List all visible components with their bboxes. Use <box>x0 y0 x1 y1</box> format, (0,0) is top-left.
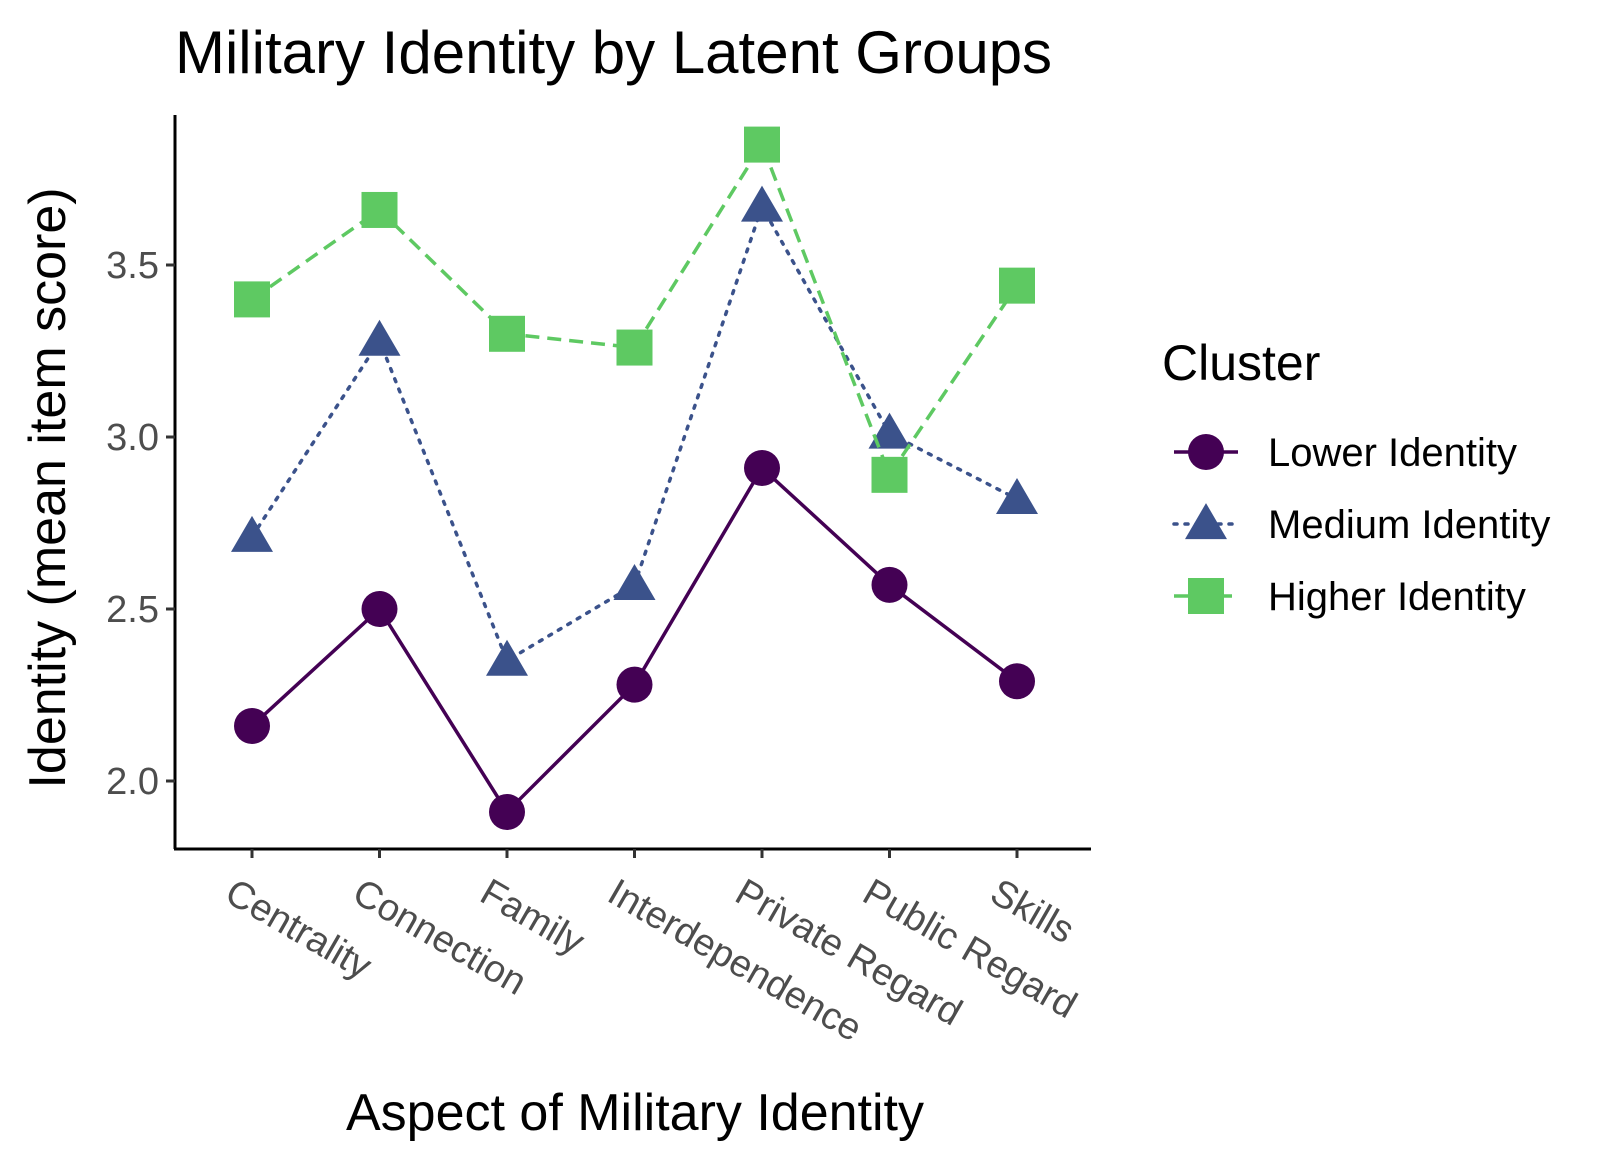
y-axis-title: Identity (mean item score) <box>19 187 77 788</box>
x-tick-label: Centrality <box>218 871 378 988</box>
series-higher-identity <box>234 126 1035 493</box>
series-line <box>250 465 1019 815</box>
data-point <box>489 315 525 352</box>
legend-key-marker <box>1188 434 1224 470</box>
series-lower-identity <box>234 449 1035 830</box>
x-tick-label: Public Regard <box>856 871 1084 1027</box>
y-tick-label: 3.0 <box>106 417 159 459</box>
legend-label: Lower Identity <box>1268 431 1517 475</box>
y-tick-label: 2.5 <box>106 589 159 631</box>
data-point <box>613 564 656 601</box>
legend-title: Cluster <box>1162 335 1320 391</box>
data-point <box>234 707 270 744</box>
x-axis-title: Aspect of Military Identity <box>346 1084 924 1142</box>
data-point <box>616 329 653 366</box>
data-point <box>999 663 1035 700</box>
data-point <box>234 281 270 318</box>
legend-label: Medium Identity <box>1268 503 1550 547</box>
data-point <box>361 191 398 228</box>
legend-key-marker <box>1185 503 1227 540</box>
legend-item: Lower Identity <box>1174 431 1517 475</box>
legend-item: Medium Identity <box>1172 503 1550 547</box>
data-point <box>489 793 525 830</box>
data-point <box>996 478 1038 515</box>
data-point <box>744 126 780 163</box>
series-layer <box>231 126 1038 830</box>
data-point <box>231 515 273 552</box>
series-medium-identity <box>231 185 1038 676</box>
data-point <box>486 639 528 676</box>
data-point <box>871 566 908 603</box>
legend: Lower Identity Medium Identity Higher Iden… <box>1172 431 1550 619</box>
chart-title: Military Identity by Latent Groups <box>175 19 1052 86</box>
legend-label: Higher Identity <box>1268 575 1526 619</box>
data-point <box>361 591 398 627</box>
data-point <box>871 456 908 493</box>
data-point <box>868 412 911 449</box>
data-point <box>999 267 1035 304</box>
data-point <box>741 185 783 222</box>
x-tick-label: Skills <box>983 871 1081 952</box>
legend-key-marker <box>1188 578 1224 614</box>
legend-item: Higher Identity <box>1174 575 1526 619</box>
data-point <box>616 666 653 703</box>
data-point <box>358 319 401 356</box>
y-tick-label: 3.5 <box>106 245 159 287</box>
y-axis-ticks: 2.0 2.5 3.0 3.5 <box>106 245 175 803</box>
data-point <box>744 449 780 486</box>
y-tick-label: 2.0 <box>106 761 159 803</box>
